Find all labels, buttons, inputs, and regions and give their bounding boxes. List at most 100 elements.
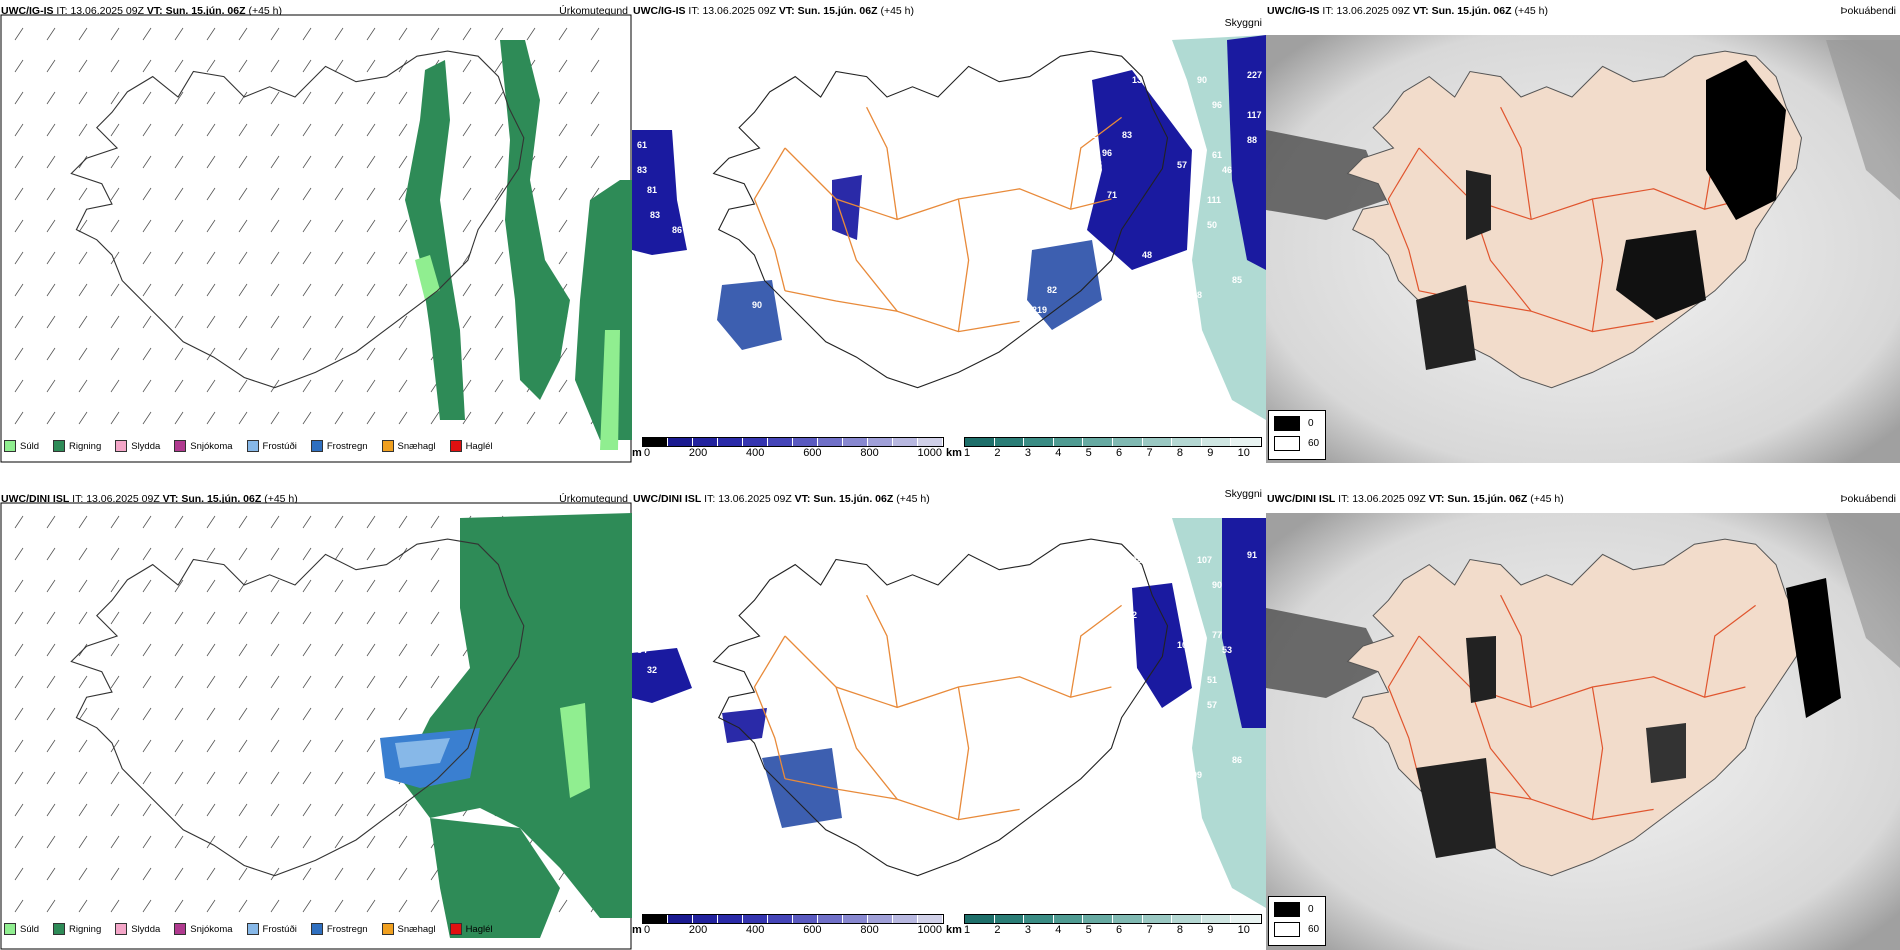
visibility-value-label: 12 xyxy=(1107,305,1118,315)
wind-barb xyxy=(142,187,152,201)
panel-title: Skyggni xyxy=(1224,17,1262,29)
wind-barb xyxy=(14,219,24,233)
wind-barb xyxy=(494,379,504,393)
wind-barb xyxy=(238,675,248,689)
wind-barb xyxy=(494,315,504,329)
cloudbase-ticks: 0 200 400 600 800 1000 xyxy=(644,447,942,459)
wind-barb xyxy=(334,219,344,233)
colorbar-segment xyxy=(643,915,668,923)
legend-item: Snjókoma xyxy=(174,440,233,452)
legend-label: Rigning xyxy=(69,440,102,452)
wind-barb xyxy=(558,123,568,137)
wind-barb xyxy=(110,867,120,881)
wind-barb xyxy=(398,675,408,689)
legend-label: Slydda xyxy=(131,440,161,452)
visibility-value-label: 61 xyxy=(637,140,648,150)
visibility-panel-bottom: UWC/DINI ISL IT: 13.06.2025 09Z VT: Sun.… xyxy=(632,488,1266,950)
wind-barb xyxy=(174,675,184,689)
visibility-value-label: 18 xyxy=(1192,290,1203,300)
wind-barb xyxy=(174,379,184,393)
legend-item: Snæhagl xyxy=(381,923,436,935)
colorbar-segment xyxy=(1053,438,1084,446)
legend-swatch xyxy=(310,923,323,935)
wind-barb xyxy=(14,315,24,329)
visibility-colorbar: km 1 2 3 4 5 6 7 8 9 10 xyxy=(944,914,1266,940)
wind-barb xyxy=(366,547,376,561)
wind-barb xyxy=(590,91,600,105)
wind-barb xyxy=(206,771,216,785)
legend-item: Rigning xyxy=(53,923,101,935)
fog-legend: 0 60 xyxy=(1268,896,1326,946)
wind-barb xyxy=(270,547,280,561)
wind-barb xyxy=(206,643,216,657)
wind-barb xyxy=(110,707,120,721)
wind-barb xyxy=(398,611,408,625)
wind-barb xyxy=(174,579,184,593)
wind-barb xyxy=(398,251,408,265)
wind-barb xyxy=(366,515,376,529)
visibility-value-label: 51 xyxy=(1207,675,1218,685)
wind-barb xyxy=(302,899,312,913)
wind-barb xyxy=(558,187,568,201)
visibility-value-label: 57 xyxy=(1207,700,1218,710)
wind-barb xyxy=(270,411,280,425)
legend-item: Súld xyxy=(4,440,39,452)
colorbar-segment xyxy=(793,915,818,923)
wind-barb xyxy=(302,515,312,529)
wind-barb xyxy=(142,91,152,105)
wind-barb xyxy=(238,59,248,73)
iceland-coastline xyxy=(70,50,525,389)
legend-item: Rigning xyxy=(53,440,101,452)
wind-barb xyxy=(238,251,248,265)
wind-barb xyxy=(174,803,184,817)
wind-barb xyxy=(366,675,376,689)
colorbar-segment xyxy=(1024,438,1054,446)
fog-legend-swatch xyxy=(1274,922,1300,937)
wind-barb xyxy=(46,611,56,625)
cloudbase-unit: m xyxy=(632,924,642,936)
wind-barb xyxy=(558,899,568,913)
wind-barb xyxy=(366,27,376,41)
wind-barb xyxy=(302,91,312,105)
wind-barb xyxy=(494,59,504,73)
visibility-unit: km xyxy=(946,447,962,459)
wind-barb xyxy=(206,579,216,593)
wind-barb xyxy=(334,27,344,41)
wind-barb xyxy=(174,547,184,561)
fog-legend-label: 60 xyxy=(1308,438,1320,449)
legend-swatch xyxy=(115,923,128,935)
wind-barb xyxy=(174,771,184,785)
road-network xyxy=(753,106,1122,333)
colorbar-segment xyxy=(1142,915,1173,923)
colorbar-tick: 10 xyxy=(1237,447,1250,459)
wind-barb xyxy=(78,59,88,73)
wind-barb xyxy=(142,739,152,753)
colorbar-segment xyxy=(918,438,943,446)
legend-item: Frostúði xyxy=(246,923,297,935)
wind-barb xyxy=(366,123,376,137)
wind-barb xyxy=(366,347,376,361)
wind-barb xyxy=(302,771,312,785)
wind-barb xyxy=(334,251,344,265)
colorbar-segment xyxy=(643,438,668,446)
legend-swatch xyxy=(310,440,323,452)
wind-barb xyxy=(206,315,216,329)
wind-barb xyxy=(270,123,280,137)
wind-barb xyxy=(206,59,216,73)
wind-barb xyxy=(78,771,88,785)
fog-legend-swatch xyxy=(1274,436,1300,451)
wind-barb xyxy=(142,579,152,593)
wind-barb xyxy=(14,579,24,593)
wind-barb xyxy=(174,283,184,297)
legend-item: Frostregn xyxy=(310,440,368,452)
wind-barb xyxy=(494,219,504,233)
colorbar-segment xyxy=(994,915,1025,923)
fog-legend-swatch xyxy=(1274,902,1300,917)
wind-barb xyxy=(174,835,184,849)
wind-barb xyxy=(270,739,280,753)
wind-barb xyxy=(110,899,120,913)
colorbar-segment xyxy=(1231,915,1261,923)
cloudbase-colorbar: m 0 200 400 600 800 1000 xyxy=(632,437,952,463)
wind-barb xyxy=(398,411,408,425)
wind-barb xyxy=(366,411,376,425)
